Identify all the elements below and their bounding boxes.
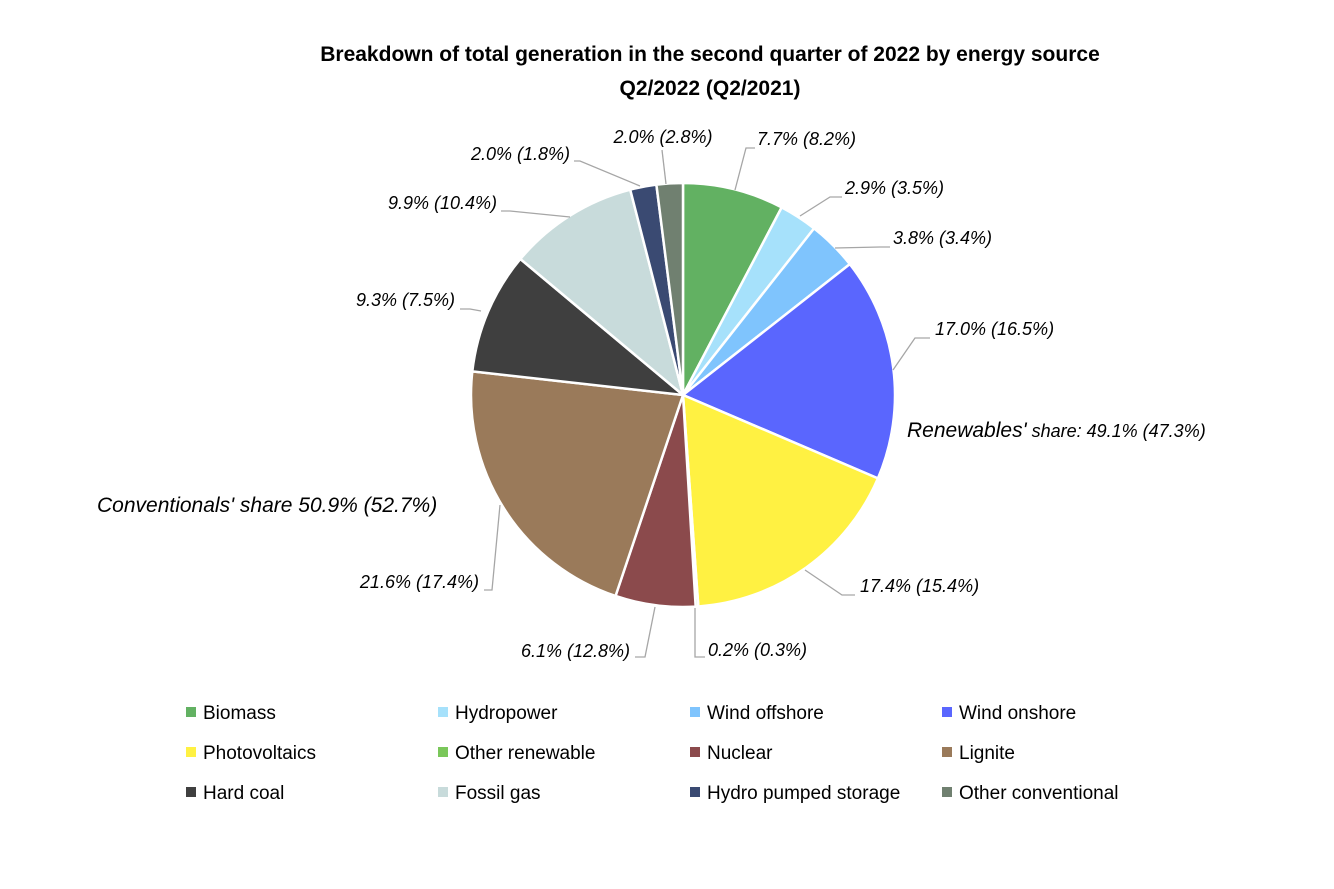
legend-swatch-hard-coal <box>186 787 196 797</box>
chart-title: Breakdown of total generation in the sec… <box>320 43 1100 66</box>
data-label-wind-offshore: 3.8% (3.4%) <box>893 228 992 248</box>
leader-line-other-renewable <box>694 608 705 658</box>
legend-swatch-hydro-pumped-storage <box>690 787 700 797</box>
leader-line-hard-coal <box>460 308 482 312</box>
slice-other-conventional <box>655 181 685 397</box>
data-label-fossil-gas: 9.9% (10.4%) <box>388 193 497 213</box>
legend-label-hydro-pumped-storage: Hydro pumped storage <box>707 783 900 804</box>
legend-swatch-fossil-gas <box>438 787 448 797</box>
legend-label-nuclear: Nuclear <box>707 743 773 764</box>
legend-label-other-conventional: Other conventional <box>959 783 1119 804</box>
leader-line-lignite <box>484 504 501 591</box>
data-label-other-renewable: 0.2% (0.3%) <box>708 640 807 660</box>
slice-biomass <box>681 181 783 397</box>
leader-line-fossil-gas <box>501 210 571 218</box>
legend-swatch-other-conventional <box>942 787 952 797</box>
slice-hard-coal <box>471 257 685 397</box>
slice-photovoltaics <box>681 393 880 608</box>
legend-label-lignite: Lignite <box>959 743 1015 764</box>
legend-swatch-photovoltaics <box>186 747 196 757</box>
renewables-share-annotation: Renewables' share: 49.1% (47.3%) <box>907 419 1206 442</box>
pie-slices <box>469 181 897 609</box>
leader-line-wind-offshore <box>834 246 890 249</box>
leader-line-hydro-pumped-storage <box>574 160 641 187</box>
leader-line-hydropower <box>799 196 842 217</box>
data-label-biomass: 7.7% (8.2%) <box>757 129 856 149</box>
conventionals-share-annotation: Conventionals' share 50.9% (52.7%) <box>97 494 437 517</box>
data-label-nuclear: 6.1% (12.8%) <box>521 641 630 661</box>
data-label-other-conventional: 2.0% (2.8%) <box>612 127 712 147</box>
data-label-hydro-pumped-storage: 2.0% (1.8%) <box>470 144 570 164</box>
legend-swatch-biomass <box>186 707 196 717</box>
legend-swatch-wind-offshore <box>690 707 700 717</box>
legend-label-fossil-gas: Fossil gas <box>455 783 541 804</box>
legend-label-other-renewable: Other renewable <box>455 743 595 764</box>
legend: Biomass Hydropower Wind offshore Wind onsho… <box>186 703 1119 804</box>
leader-line-wind-onshore <box>892 337 930 371</box>
legend-label-photovoltaics: Photovoltaics <box>203 743 316 764</box>
data-label-hydropower: 2.9% (3.5%) <box>844 178 944 198</box>
data-label-photovoltaics: 17.4% (15.4%) <box>860 576 979 596</box>
data-label-lignite: 21.6% (17.4%) <box>359 572 479 592</box>
leader-line-photovoltaics <box>804 569 855 596</box>
legend-label-biomass: Biomass <box>203 703 276 724</box>
legend-swatch-hydropower <box>438 707 448 717</box>
slice-wind-onshore <box>681 262 897 480</box>
leader-lines <box>460 147 930 658</box>
legend-label-hydropower: Hydropower <box>455 703 558 724</box>
data-labels: 7.7% (8.2%) 2.9% (3.5%) 3.8% (3.4%) 17.0% (… <box>356 127 1054 661</box>
leader-line-other-conventional <box>661 149 667 185</box>
data-label-hard-coal: 9.3% (7.5%) <box>356 290 455 310</box>
legend-swatch-other-renewable <box>438 747 448 757</box>
legend-swatch-wind-onshore <box>942 707 952 717</box>
leader-line-nuclear <box>635 606 656 658</box>
legend-swatch-nuclear <box>690 747 700 757</box>
data-label-wind-onshore: 17.0% (16.5%) <box>935 319 1054 339</box>
chart-subtitle: Q2/2022 (Q2/2021) <box>620 77 801 100</box>
legend-label-wind-offshore: Wind offshore <box>707 703 824 724</box>
legend-swatch-lignite <box>942 747 952 757</box>
legend-label-hard-coal: Hard coal <box>203 783 284 804</box>
slice-lignite <box>469 370 685 598</box>
legend-label-wind-onshore: Wind onshore <box>959 703 1076 724</box>
leader-line-biomass <box>734 147 755 191</box>
